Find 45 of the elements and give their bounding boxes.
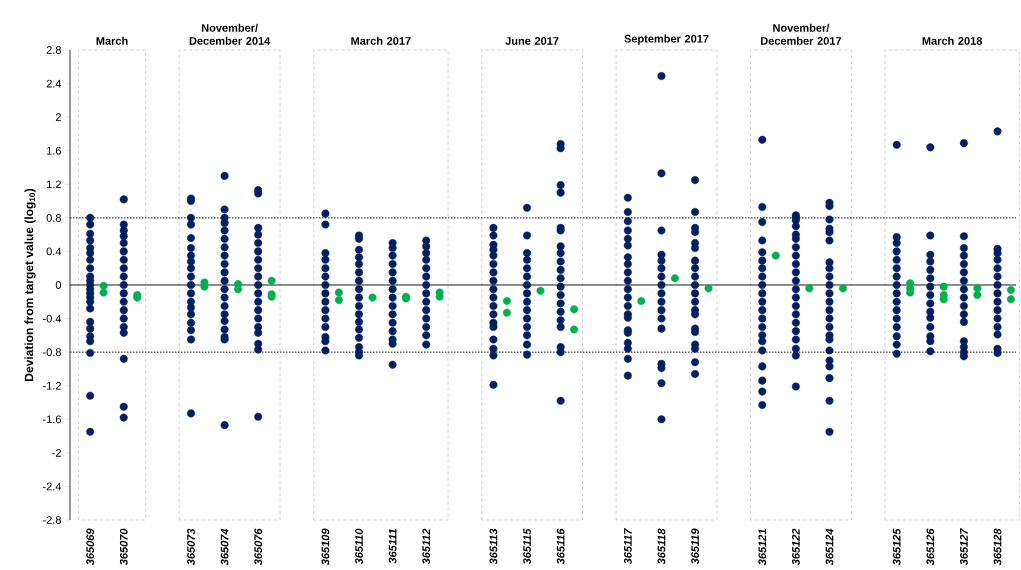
x-tick-label: 365117 [623,528,632,565]
x-tick-label: 365124 [825,528,834,566]
x-tick-label: 365070 [119,528,128,566]
text: March [96,36,128,45]
y-tick-label: 1.2 [47,180,61,189]
y-tick-label: 0.8 [46,213,61,222]
y-axis-title: Deviation from target value (log$_{10}$) [24,188,36,381]
x-tick-label: 365127 [960,528,968,566]
text: November/ December 2014 [189,23,271,45]
y-tick-label: 2 [55,113,61,121]
x-tick-label: 365074 [220,528,229,566]
y-tick-label: 1.6 [47,146,61,155]
x-tick-label: 365121 [758,529,767,566]
y-tick-label: 2.8 [46,46,61,54]
x-tick-label: 365111 [388,529,397,564]
x-tick-label: 365069 [86,528,95,566]
x-tick-label: 365125 [892,528,901,566]
x-tick-label: 365116 [556,528,565,565]
y-tick-label: 0.4 [46,247,62,256]
text: March 2017 [351,36,411,45]
y-tick-label: -2.4 [43,482,62,491]
y-tick-label: 0 [55,281,62,289]
x-tick-label: 365073 [187,528,195,566]
y-tick-label: -2.8 [43,516,61,524]
x-tick-label: 365109 [321,528,330,566]
y-tick-label: -1.2 [43,381,61,390]
text: March 2018 [922,36,983,45]
text: November/ December 2017 [761,23,842,45]
x-tick-label: 365076 [254,528,263,566]
x-tick-label: 365110 [355,528,363,565]
y-tick-label: -0.8 [43,348,61,357]
text: June 2017 [505,37,559,45]
x-tick-label: 365115 [523,528,531,565]
x-tick-label: 365126 [926,528,935,566]
x-tick-label: 365113 [489,528,498,565]
text: September 2017 [624,34,709,45]
x-tick-label: 365112 [422,528,431,565]
x-tick-label: 365122 [792,528,800,566]
y-tick-label: -1.6 [43,415,61,424]
y-tick-label: -2 [52,449,61,457]
x-tick-label: 365119 [691,528,699,565]
x-tick-label: 365118 [657,528,666,565]
y-tick-label: 2.4 [46,79,62,88]
x-tick-label: 365128 [993,528,1002,566]
y-tick-label: -0.4 [43,314,62,323]
